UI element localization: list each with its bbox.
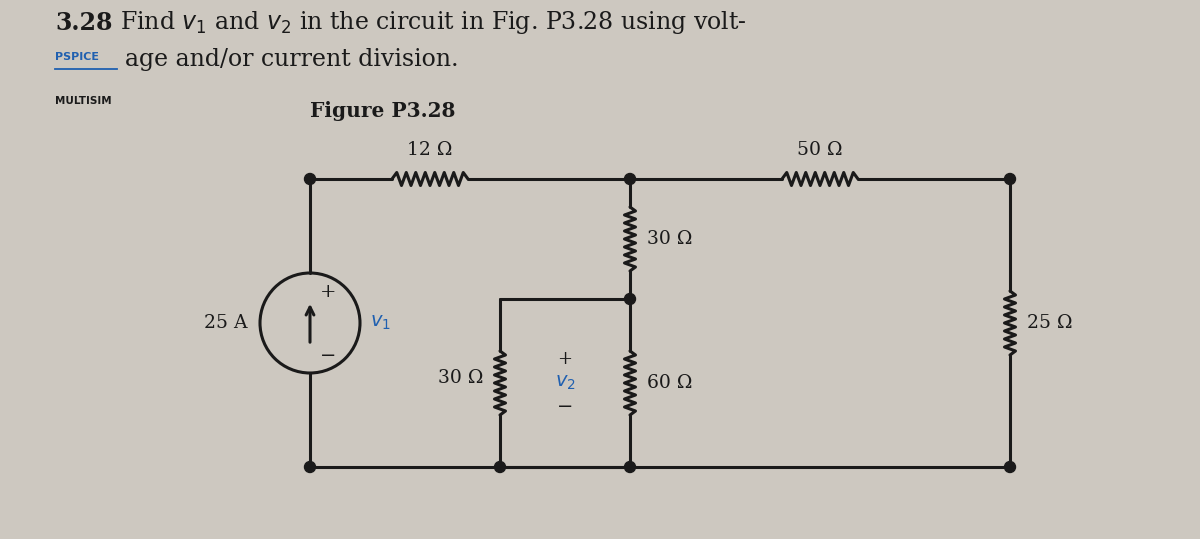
Text: +: + bbox=[320, 283, 336, 301]
Text: PSPICE: PSPICE bbox=[55, 52, 98, 62]
Text: 60 Ω: 60 Ω bbox=[647, 374, 692, 392]
Circle shape bbox=[494, 461, 505, 473]
Circle shape bbox=[624, 461, 636, 473]
Text: −: − bbox=[320, 347, 336, 365]
Text: 25 Ω: 25 Ω bbox=[1027, 314, 1073, 332]
Circle shape bbox=[624, 294, 636, 305]
Text: 30 Ω: 30 Ω bbox=[647, 230, 692, 248]
Text: −: − bbox=[557, 398, 574, 416]
Circle shape bbox=[624, 174, 636, 184]
Text: Find $v_1$ and $v_2$ in the circuit in Fig. P3.28 using volt-: Find $v_1$ and $v_2$ in the circuit in F… bbox=[120, 10, 746, 37]
Text: +: + bbox=[558, 350, 572, 368]
Text: $v_2$: $v_2$ bbox=[554, 374, 575, 392]
Text: 12 Ω: 12 Ω bbox=[407, 141, 452, 159]
Text: MULTISIM: MULTISIM bbox=[55, 96, 112, 106]
Text: Figure P3.28: Figure P3.28 bbox=[310, 101, 456, 121]
Text: $v_1$: $v_1$ bbox=[370, 314, 391, 332]
Circle shape bbox=[1004, 461, 1015, 473]
Text: age and/or current division.: age and/or current division. bbox=[125, 49, 458, 72]
Circle shape bbox=[305, 461, 316, 473]
Circle shape bbox=[1004, 174, 1015, 184]
Text: 3.28: 3.28 bbox=[55, 11, 113, 35]
Text: 25 A: 25 A bbox=[204, 314, 248, 332]
Text: 30 Ω: 30 Ω bbox=[438, 369, 482, 387]
Circle shape bbox=[305, 174, 316, 184]
Text: 50 Ω: 50 Ω bbox=[797, 141, 842, 159]
